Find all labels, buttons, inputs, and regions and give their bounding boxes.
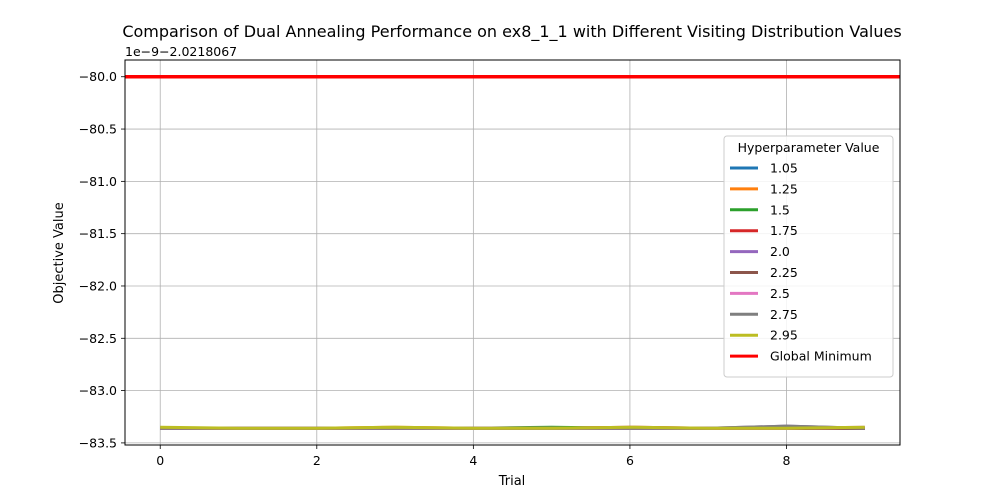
x-tick-label: 8 [783, 453, 791, 468]
y-tick-label: −81.0 [79, 174, 117, 189]
plot-lines [125, 74, 900, 430]
y-tick-label: −81.5 [79, 226, 117, 241]
legend-box [723, 135, 894, 378]
y-offset-text: 1e−9−2.0218067 [125, 44, 237, 59]
chart-title: Comparison of Dual Annealing Performance… [122, 22, 901, 42]
legend-label: Global Minimum [770, 349, 872, 364]
legend-label: 1.05 [770, 161, 798, 176]
legend-label: 1.5 [770, 202, 790, 217]
plot-frame [124, 59, 901, 446]
legend-label: 2.0 [770, 244, 790, 259]
x-tick-label: 2 [313, 453, 321, 468]
x-tick-label: 6 [626, 453, 634, 468]
legend-title: Hyperparameter Value [738, 140, 880, 155]
legend-label: 1.25 [770, 181, 798, 196]
x-tick-label: 4 [469, 453, 477, 468]
legend-label: 2.25 [770, 265, 798, 280]
x-axis-title: Trial [498, 474, 526, 489]
axis-ticks: 0 2 4 6 8 −80.0 −80.5 −81.0 −81.5 −82.0 −82.5 −83.0… [79, 69, 791, 468]
y-axis-title: Objective Value [52, 202, 67, 303]
legend-label: 2.95 [770, 328, 798, 343]
y-tick-label: −82.5 [79, 331, 117, 346]
legend-label: 2.5 [770, 286, 790, 301]
legend-label: 1.75 [770, 223, 798, 238]
y-tick-label: −83.0 [79, 383, 117, 398]
legend: Hyperparameter Value 1.05 1.25 1.5 1.75 2.0 2.… [723, 135, 894, 378]
y-tick-label: −80.5 [79, 122, 117, 137]
y-tick-label: −83.5 [79, 435, 117, 450]
y-tick-label: −82.0 [79, 278, 117, 293]
legend-label: 2.75 [770, 307, 798, 322]
y-tick-label: −80.0 [79, 69, 117, 84]
series-line-2-95 [160, 425, 865, 430]
x-tick-label: 0 [156, 453, 164, 468]
